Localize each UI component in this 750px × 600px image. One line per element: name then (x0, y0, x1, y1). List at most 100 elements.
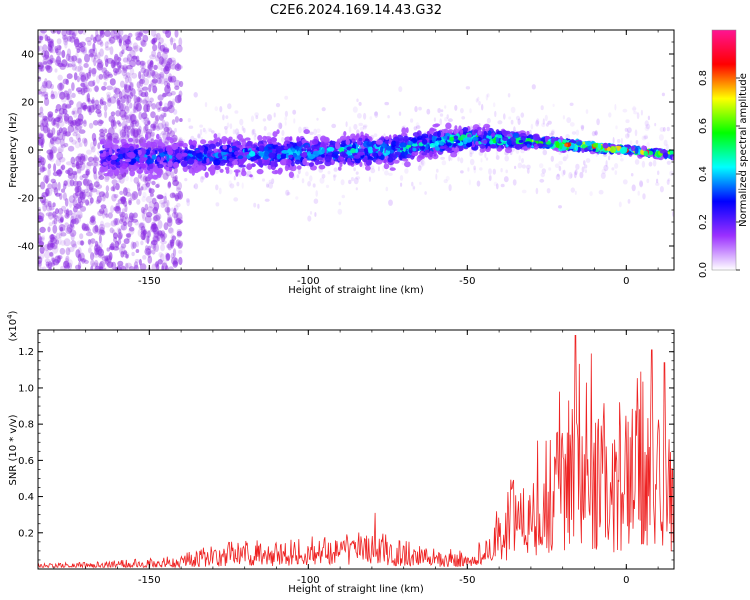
spectrogram-blob (76, 185, 82, 192)
spectrogram-blob (95, 190, 101, 195)
spectrogram-blob (226, 163, 233, 167)
spectrogram-blob (631, 184, 636, 192)
spectrogram-blob (128, 85, 132, 91)
spectrogram-blob (594, 130, 598, 136)
x-tick-label: -50 (459, 575, 475, 586)
spectrogram-blob (286, 159, 292, 165)
spectrogram-blob (603, 164, 609, 172)
spectrogram-blob (645, 123, 651, 130)
spectrogram-blob (109, 96, 117, 104)
spectrogram-blob (273, 112, 276, 118)
spectrogram-blob (123, 221, 127, 227)
spectrogram-blob (268, 152, 276, 159)
spectrogram-blob (214, 165, 221, 170)
y-tick-label: 40 (21, 50, 34, 61)
spectrogram-blob (127, 35, 131, 42)
spectrogram-blob (141, 73, 146, 80)
spectrogram-blob (151, 249, 156, 255)
spectrogram-blob (91, 215, 96, 222)
spectrogram-blob (143, 68, 150, 77)
spectrogram-blob (107, 212, 113, 219)
spectrogram-blob (72, 180, 79, 187)
spectrogram-blob (55, 136, 59, 142)
spectrogram-blob (338, 201, 342, 206)
spectrogram-blob (66, 48, 72, 58)
spectrogram-blob (72, 198, 78, 208)
spectrogram-blob (92, 157, 100, 163)
spectrogram-blob (161, 130, 167, 136)
spectrogram-blob (67, 63, 73, 68)
spectrogram-blob (55, 158, 62, 167)
spectrogram-blob (144, 180, 148, 186)
spectrogram-blob (116, 227, 122, 235)
spectrogram-blob (437, 130, 441, 138)
spectrogram-blob (70, 215, 75, 223)
spectrogram-blob (49, 252, 54, 258)
spectrogram-blob (151, 38, 156, 45)
spectrogram-blob (558, 160, 563, 165)
spectrogram-blob (110, 30, 116, 39)
spectrogram-blob (284, 95, 289, 100)
spectrogram-blob (123, 94, 130, 100)
spectrogram-blob (44, 97, 50, 106)
spectrogram-blob (41, 192, 49, 198)
spectrogram-blob (375, 139, 383, 145)
spectrogram-blob (75, 155, 82, 163)
spectrogram-blob (535, 187, 539, 195)
spectrogram-blob (477, 129, 482, 135)
spectrogram-blob (517, 162, 523, 169)
spectrogram-blob (264, 198, 270, 202)
spectrogram-blob (137, 133, 141, 139)
spectrogram-blob (184, 178, 188, 182)
spectrogram-blob (563, 169, 566, 175)
spectrogram-blob (85, 231, 93, 237)
spectrogram-blob (257, 135, 263, 141)
spectrogram-blob (301, 151, 308, 158)
spectrogram-blob (38, 217, 44, 223)
spectrogram-blob (544, 135, 549, 143)
spectrogram-blob (358, 137, 363, 142)
spectrogram-blob (153, 201, 160, 211)
spectrogram-blob (348, 179, 352, 185)
spectrogram-blob (87, 80, 95, 87)
spectrogram-blob (38, 234, 42, 244)
spectrogram-blob (204, 130, 208, 134)
spectrogram-blob (655, 182, 660, 186)
spectrogram-blob (126, 95, 132, 104)
spectrogram-blob (83, 119, 87, 125)
spectrogram-blob (387, 115, 390, 119)
spectrogram-blob (541, 168, 546, 174)
spectrogram-blob (128, 212, 134, 220)
spectrogram-blob (646, 178, 650, 184)
spectrogram-blob (139, 47, 143, 53)
spectrogram-blob (575, 141, 583, 146)
spectrogram-blob (399, 175, 404, 181)
spectrogram-blob (111, 179, 118, 185)
spectrogram-blob (135, 240, 140, 248)
spectrogram-blob (98, 120, 104, 125)
spectrogram-blob (77, 42, 83, 48)
spectrogram-blob (302, 158, 307, 166)
spectrogram-blob (483, 130, 487, 136)
spectrogram-blob (140, 40, 147, 47)
spectrogram-blob (117, 239, 122, 245)
spectrogram-blob (107, 73, 113, 78)
spectrogram-blob (171, 98, 176, 106)
spectrogram-blob (114, 53, 119, 62)
spectrogram-blob (125, 41, 130, 49)
spectrogram-blob (219, 106, 223, 113)
spectrogram-blob (149, 131, 155, 137)
spectrogram-blob (177, 190, 182, 197)
spectrogram-blob (92, 120, 99, 126)
spectrogram-blob (44, 78, 48, 87)
spectrogram-blob (177, 242, 183, 250)
spectrogram-blob (38, 212, 45, 220)
spectrogram-blob (72, 192, 79, 199)
spectrogram-blob (87, 156, 94, 162)
spectrogram-blob (350, 133, 356, 139)
spectrogram-blob (94, 240, 99, 248)
spectrogram-blob (157, 220, 163, 229)
spectrogram-blob (438, 141, 445, 146)
spectrogram-blob (48, 148, 55, 155)
spectrogram-blob (43, 174, 50, 184)
